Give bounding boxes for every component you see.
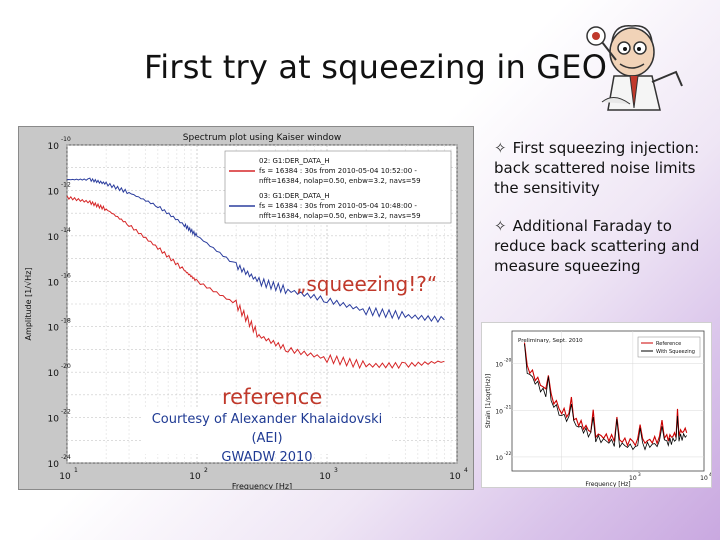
y-tick-exponent: -10 bbox=[61, 136, 71, 143]
y-tick-exponent: -16 bbox=[61, 272, 71, 279]
legend-detail: fs = 16384 : 30s from 2010-05-04 10:48:0… bbox=[259, 202, 417, 210]
courtesy-line-2: GWADW 2010 bbox=[221, 450, 313, 465]
x-tick-label: 10 bbox=[189, 472, 201, 482]
y-tick-label: 10 bbox=[48, 233, 60, 243]
x-tick-exponent: 2 bbox=[204, 467, 208, 474]
x-tick-exponent: 4 bbox=[709, 472, 711, 478]
bullet-text-2: Additional Faraday to reduce back scatte… bbox=[494, 217, 700, 275]
sparkle-star-icon: ✧ bbox=[494, 217, 507, 235]
bullet-text-1: First squeezing injection: back scattere… bbox=[494, 139, 700, 197]
legend-label: Reference bbox=[656, 341, 681, 347]
courtesy-line-1: Courtesy of Alexander Khalaidovski (AEI) bbox=[151, 412, 383, 446]
cartoon-scientist-icon bbox=[586, 25, 683, 111]
bullet-item-2: ✧ Additional Faraday to reduce back scatt… bbox=[494, 216, 704, 276]
y-tick-label: 10 bbox=[495, 408, 503, 415]
series-line-2 bbox=[66, 195, 445, 370]
y-tick-exponent: -18 bbox=[61, 318, 71, 325]
x-axis-label: Frequency [Hz] bbox=[585, 481, 630, 487]
series-line-2 bbox=[524, 343, 688, 451]
reference-annotation: reference bbox=[222, 385, 323, 409]
y-axis-label: Amplitude [1/√Hz] bbox=[24, 268, 33, 341]
x-tick-label: 10 bbox=[449, 472, 461, 482]
y-tick-label: 10 bbox=[48, 142, 60, 152]
courtesy-note: Courtesy of Alexander Khalaidovski (AEI)… bbox=[142, 408, 392, 465]
y-tick-label: 10 bbox=[48, 369, 60, 379]
x-tick-label: 10 bbox=[59, 472, 71, 482]
y-tick-label: 10 bbox=[495, 455, 503, 462]
legend-label: 03: G1:DER_DATA_H bbox=[259, 192, 330, 200]
y-tick-exponent: -22 bbox=[504, 451, 511, 457]
series-line-1 bbox=[523, 342, 688, 447]
y-tick-exponent: -24 bbox=[61, 454, 71, 461]
chart-title: Preliminary, Sept. 2010 bbox=[518, 338, 583, 344]
y-tick-label: 10 bbox=[48, 278, 60, 288]
strain-chart: 10 -20 10 -21 10 -22 10 3 10 4 Frequency [Hz] Strai… bbox=[481, 322, 712, 488]
x-tick-label: 10 bbox=[629, 475, 637, 482]
y-tick-label: 10 bbox=[48, 324, 60, 334]
y-tick-label: 10 bbox=[48, 187, 60, 197]
y-axis-label: Strain [1/sqrt(Hz)] bbox=[485, 374, 492, 428]
x-axis-label: Frequency [Hz] bbox=[232, 482, 292, 489]
y-tick-label: 10 bbox=[48, 415, 60, 425]
sparkle-star-icon: ✧ bbox=[494, 139, 507, 157]
legend-label: With Squeezing bbox=[656, 349, 695, 355]
legend-detail: nfft=16384, nolap=0.50, enbw=3.2, navs=5… bbox=[259, 212, 421, 220]
y-tick-label: 10 bbox=[48, 460, 60, 470]
y-tick-exponent: -20 bbox=[61, 363, 71, 370]
y-tick-exponent: -22 bbox=[61, 409, 71, 416]
legend-detail: fs = 16384 : 30s from 2010-05-04 10:52:0… bbox=[259, 167, 417, 175]
squeezing-annotation: „squeezing!?“ bbox=[296, 272, 438, 296]
legend-box bbox=[224, 150, 452, 224]
x-tick-exponent: 4 bbox=[464, 467, 468, 474]
y-tick-exponent: -12 bbox=[61, 181, 71, 188]
y-tick-exponent: -14 bbox=[61, 227, 71, 234]
x-tick-label: 10 bbox=[700, 475, 708, 482]
x-tick-exponent: 3 bbox=[334, 467, 338, 474]
chart-title: Spectrum plot using Kaiser window bbox=[183, 133, 341, 143]
slide-title: First try at squeezing in GEO bbox=[144, 48, 608, 86]
legend-detail: nfft=16384, nolap=0.50, enbw=3.2, navs=5… bbox=[259, 177, 421, 185]
y-tick-exponent: -20 bbox=[504, 358, 511, 364]
bullet-item-1: ✧ First squeezing injection: back scatter… bbox=[494, 138, 704, 198]
x-tick-exponent: 1 bbox=[74, 467, 78, 474]
y-tick-exponent: -21 bbox=[504, 404, 511, 410]
series-line-1 bbox=[66, 177, 445, 323]
x-tick-exponent: 3 bbox=[638, 472, 641, 478]
bullet-list: ✧ First squeezing injection: back scatter… bbox=[494, 138, 704, 294]
x-tick-label: 10 bbox=[319, 472, 331, 482]
legend-label: 02: G1:DER_DATA_H bbox=[259, 157, 330, 165]
y-tick-label: 10 bbox=[495, 362, 503, 369]
legend-box bbox=[637, 336, 701, 358]
